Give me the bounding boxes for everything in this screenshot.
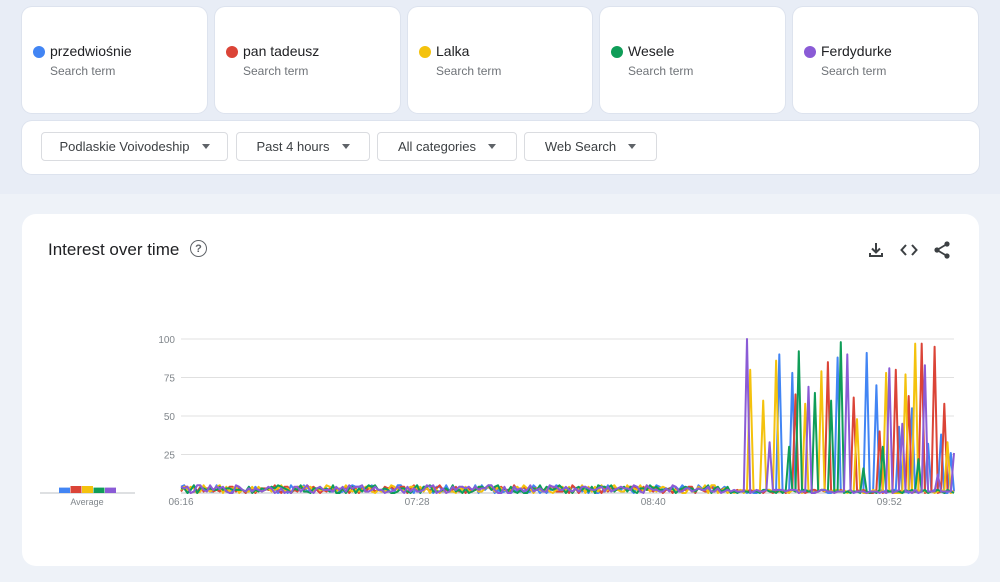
term-type-label: Search term xyxy=(436,64,502,78)
term-type-label: Search term xyxy=(243,64,309,78)
caret-down-icon xyxy=(628,144,637,149)
help-circle-icon[interactable]: ? xyxy=(190,240,207,257)
y-tick-label: 100 xyxy=(158,335,175,346)
term-type-label: Search term xyxy=(628,64,694,78)
term-name: przedwiośnie xyxy=(50,43,132,59)
interest-line-chart: 100 75 50 25 06:16 07:28 08:40 09:52 xyxy=(158,335,955,508)
term-name: Lalka xyxy=(436,43,470,59)
search-property-dropdown[interactable]: Web Search xyxy=(524,132,657,161)
region-dropdown[interactable]: Podlaskie Voivodeship xyxy=(41,132,228,161)
filter-bar: Podlaskie Voivodeship Past 4 hours All c… xyxy=(22,121,979,174)
term-type-label: Search term xyxy=(50,64,116,78)
interest-over-time-card: Interest over time ? Average 100 75 50 25 06… xyxy=(22,214,979,566)
average-bar-4 xyxy=(105,487,116,493)
average-bar-3 xyxy=(93,487,105,493)
caret-down-icon xyxy=(201,144,210,149)
search-property-label: Web Search xyxy=(544,139,617,154)
term-card-ferdydurke[interactable]: Ferdydurke Search term xyxy=(793,7,978,113)
series-line-4 xyxy=(180,338,955,494)
average-bar-chart: Average xyxy=(40,486,135,507)
term-color-dot xyxy=(419,46,431,58)
term-color-dot xyxy=(226,46,238,58)
average-bar-0 xyxy=(59,487,70,493)
download-icon[interactable] xyxy=(866,240,886,260)
average-label: Average xyxy=(70,497,103,507)
average-bar-2 xyxy=(82,486,93,493)
term-card-pan-tadeusz[interactable]: pan tadeusz Search term xyxy=(215,7,400,113)
time-range-dropdown[interactable]: Past 4 hours xyxy=(236,132,370,161)
y-tick-label: 75 xyxy=(164,374,176,385)
term-card-lalka[interactable]: Lalka Search term xyxy=(408,7,592,113)
term-color-dot xyxy=(33,46,45,58)
region-dropdown-label: Podlaskie Voivodeship xyxy=(59,139,190,154)
term-color-dot xyxy=(611,46,623,58)
x-tick-label: 07:28 xyxy=(405,497,430,508)
average-bar-1 xyxy=(70,486,82,493)
code-icon[interactable] xyxy=(899,240,919,260)
category-label: All categories xyxy=(397,139,477,154)
term-color-dot xyxy=(804,46,816,58)
caret-down-icon xyxy=(488,144,497,149)
term-type-label: Search term xyxy=(821,64,887,78)
y-tick-label: 25 xyxy=(164,451,176,462)
card-title: Interest over time xyxy=(48,240,180,259)
term-name: pan tadeusz xyxy=(243,43,320,59)
category-dropdown[interactable]: All categories xyxy=(377,132,517,161)
term-card-wesele[interactable]: Wesele Search term xyxy=(600,7,785,113)
x-tick-label: 06:16 xyxy=(168,497,193,508)
x-tick-label: 09:52 xyxy=(877,497,902,508)
term-name: Wesele xyxy=(628,43,675,59)
y-tick-label: 50 xyxy=(164,412,176,423)
caret-down-icon xyxy=(341,144,350,149)
term-card-przedwiosnie[interactable]: przedwiośnie Search term xyxy=(22,7,207,113)
share-icon[interactable] xyxy=(932,240,952,260)
time-range-label: Past 4 hours xyxy=(256,139,330,154)
x-tick-label: 08:40 xyxy=(641,497,666,508)
term-name: Ferdydurke xyxy=(821,43,892,59)
